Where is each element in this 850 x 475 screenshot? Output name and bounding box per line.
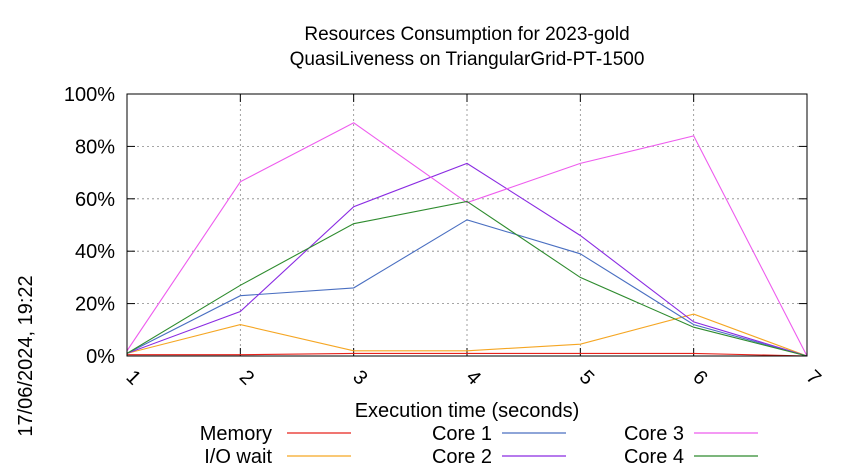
chart-title: Resources Consumption for 2023-gold bbox=[304, 24, 629, 45]
series-line-core-4 bbox=[126, 200, 808, 357]
series-line-i-o-wait bbox=[126, 313, 808, 357]
series-lines bbox=[126, 122, 808, 357]
legend-label-core-3: Core 3 bbox=[624, 423, 684, 445]
chart-subtitle: QuasiLiveness on TriangularGrid-PT-1500 bbox=[290, 49, 645, 70]
legend-label-memory: Memory bbox=[200, 423, 272, 445]
grid bbox=[127, 94, 807, 356]
timestamp: 17/06/2024, 19:22 bbox=[15, 275, 37, 436]
x-axis-label: Execution time (seconds) bbox=[355, 400, 580, 422]
y-tick-label: 0% bbox=[86, 346, 115, 368]
series-line-core-2 bbox=[126, 162, 808, 357]
y-tick-label: 40% bbox=[75, 241, 115, 263]
series-line-memory bbox=[127, 352, 808, 357]
plot-frame bbox=[126, 93, 808, 357]
legend-label-core-1: Core 1 bbox=[432, 423, 492, 445]
series-line-core-1 bbox=[126, 219, 808, 357]
x-tick-label: 5 bbox=[575, 366, 598, 389]
x-tick-label: 7 bbox=[802, 366, 825, 389]
legend-label-i-o-wait: I/O wait bbox=[204, 446, 272, 468]
y-tick-label: 20% bbox=[75, 294, 115, 316]
legend-label-core-4: Core 4 bbox=[624, 446, 684, 468]
y-tick-label: 60% bbox=[75, 189, 115, 211]
legend-label-core-2: Core 2 bbox=[432, 446, 492, 468]
y-tick-label: 100% bbox=[64, 84, 115, 106]
x-tick-label: 6 bbox=[688, 366, 711, 389]
axis-ticks: 0% 20% 40% 60% 80% 100% 1 2 3 4 5 6 7 bbox=[64, 84, 825, 389]
x-tick-label: 4 bbox=[462, 366, 485, 389]
series-line-core-3 bbox=[126, 122, 808, 357]
x-tick-label: 1 bbox=[122, 366, 145, 389]
x-tick-label: 2 bbox=[235, 366, 258, 389]
x-tick-label: 3 bbox=[348, 366, 371, 389]
y-tick-label: 80% bbox=[75, 136, 115, 158]
